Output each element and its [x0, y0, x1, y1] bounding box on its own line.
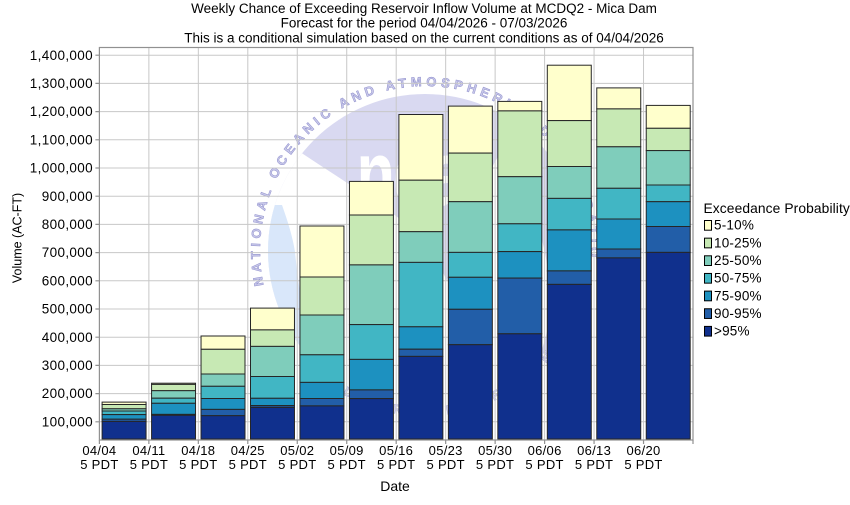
- svg-text:50-75%: 50-75%: [714, 271, 762, 286]
- svg-text:800,000: 800,000: [42, 217, 93, 232]
- svg-text:900,000: 900,000: [42, 189, 93, 204]
- svg-text:300,000: 300,000: [42, 358, 93, 373]
- svg-text:5 PDT: 5 PDT: [575, 457, 613, 472]
- svg-text:>95%: >95%: [714, 324, 750, 339]
- svg-text:500,000: 500,000: [42, 302, 93, 317]
- svg-text:Exceedance Probability: Exceedance Probability: [704, 201, 850, 216]
- svg-text:5 PDT: 5 PDT: [80, 457, 118, 472]
- svg-text:10-25%: 10-25%: [714, 235, 762, 250]
- svg-text:Date: Date: [380, 478, 410, 494]
- svg-text:05/30: 05/30: [478, 443, 512, 458]
- svg-text:Forecast for the period 04/04/: Forecast for the period 04/04/2026 - 07/…: [281, 16, 568, 31]
- svg-text:5 PDT: 5 PDT: [624, 457, 662, 472]
- svg-text:04/04: 04/04: [82, 443, 116, 458]
- svg-text:25-50%: 25-50%: [714, 253, 762, 268]
- svg-text:600,000: 600,000: [42, 273, 93, 288]
- svg-text:5 PDT: 5 PDT: [278, 457, 316, 472]
- svg-text:5 PDT: 5 PDT: [179, 457, 217, 472]
- svg-text:06/13: 06/13: [577, 443, 611, 458]
- svg-text:1,300,000: 1,300,000: [30, 76, 93, 91]
- svg-text:5 PDT: 5 PDT: [525, 457, 563, 472]
- svg-text:5-10%: 5-10%: [714, 218, 754, 233]
- svg-text:05/02: 05/02: [280, 443, 314, 458]
- svg-text:700,000: 700,000: [42, 245, 93, 260]
- svg-text:This is a conditional simulati: This is a conditional simulation based o…: [184, 31, 664, 46]
- svg-text:04/18: 04/18: [181, 443, 215, 458]
- svg-text:5 PDT: 5 PDT: [377, 457, 415, 472]
- svg-text:05/09: 05/09: [330, 443, 364, 458]
- svg-text:5 PDT: 5 PDT: [229, 457, 267, 472]
- svg-text:400,000: 400,000: [42, 330, 93, 345]
- svg-text:05/23: 05/23: [429, 443, 463, 458]
- svg-text:90-95%: 90-95%: [714, 306, 762, 321]
- svg-text:1,000,000: 1,000,000: [30, 161, 93, 176]
- svg-text:05/16: 05/16: [379, 443, 413, 458]
- svg-text:75-90%: 75-90%: [714, 288, 762, 303]
- svg-text:1,100,000: 1,100,000: [30, 132, 93, 147]
- svg-text:04/11: 04/11: [132, 443, 165, 458]
- svg-text:5 PDT: 5 PDT: [130, 457, 168, 472]
- svg-text:04/25: 04/25: [231, 443, 265, 458]
- svg-text:06/06: 06/06: [528, 443, 562, 458]
- svg-text:5 PDT: 5 PDT: [328, 457, 366, 472]
- svg-text:5 PDT: 5 PDT: [476, 457, 514, 472]
- svg-text:1,200,000: 1,200,000: [30, 104, 93, 119]
- svg-text:06/20: 06/20: [626, 443, 660, 458]
- svg-text:100,000: 100,000: [42, 414, 93, 429]
- svg-text:200,000: 200,000: [42, 386, 93, 401]
- svg-text:Weekly Chance of Exceeding Res: Weekly Chance of Exceeding Reservoir Inf…: [191, 1, 657, 16]
- svg-text:Volume (AC-FT): Volume (AC-FT): [11, 193, 25, 283]
- svg-text:5 PDT: 5 PDT: [427, 457, 465, 472]
- svg-text:1,400,000: 1,400,000: [30, 48, 93, 63]
